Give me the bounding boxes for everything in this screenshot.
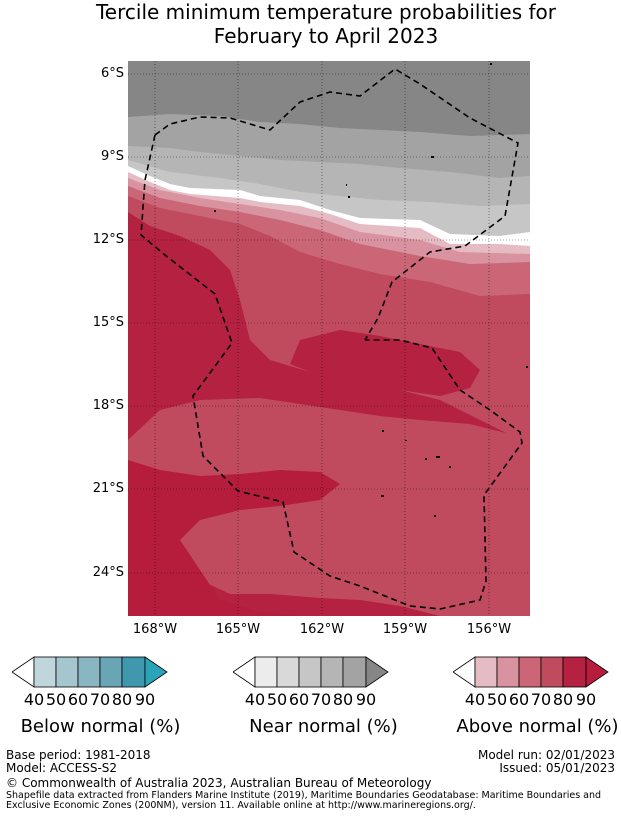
tick-label: 60 xyxy=(288,690,310,709)
chart-title: Tercile minimum temperature probabilitie… xyxy=(0,0,621,48)
island xyxy=(348,196,350,198)
tick-label: 60 xyxy=(67,690,89,709)
lat-label-18s: 18°S xyxy=(92,398,124,413)
lon-label-162w: 162°W xyxy=(299,622,345,637)
tick-label: 70 xyxy=(310,690,332,709)
tick-label: 80 xyxy=(111,690,133,709)
lon-label-168w: 168°W xyxy=(132,622,178,637)
tick-label: 70 xyxy=(89,690,111,709)
lat-label-21s: 21°S xyxy=(92,481,124,496)
legend-ticks: 40 50 60 70 80 90 xyxy=(12,690,197,710)
lat-label-15s: 15°S xyxy=(92,315,124,330)
tick-label: 80 xyxy=(332,690,354,709)
tick-label: 90 xyxy=(575,690,597,709)
island xyxy=(490,63,492,65)
legend-above-normal: 40 50 60 70 80 90 Above normal (%) xyxy=(453,656,621,746)
probability-map xyxy=(128,61,530,616)
model-run-text: Model run: 02/01/2023 xyxy=(477,748,615,762)
tick-label: 50 xyxy=(45,690,67,709)
title-line-2: February to April 2023 xyxy=(213,24,439,48)
colorbar-below xyxy=(12,656,168,688)
island xyxy=(405,440,407,441)
model-text: Model: ACCESS-S2 xyxy=(6,761,118,775)
tick-label: 40 xyxy=(23,690,45,709)
tick-label: 50 xyxy=(266,690,288,709)
eez-boundary-northern-cook xyxy=(154,68,519,341)
legend-near-normal: 40 50 60 70 80 90 Near normal (%) xyxy=(233,656,418,746)
tick-label: 70 xyxy=(530,690,552,709)
tick-label: 80 xyxy=(552,690,574,709)
tick-label: 50 xyxy=(486,690,508,709)
island xyxy=(346,184,347,186)
lat-label-9s: 9°S xyxy=(100,149,124,164)
legend-ticks: 40 50 60 70 80 90 xyxy=(233,690,418,710)
island xyxy=(214,210,216,212)
tick-label: 60 xyxy=(508,690,530,709)
island xyxy=(382,430,384,432)
tick-label: 90 xyxy=(355,690,377,709)
colorbar-near xyxy=(233,656,389,688)
eez-boundary-southern-cook xyxy=(140,134,523,610)
above-band-80-patch-2 xyxy=(290,330,480,396)
legend-title: Above normal (%) xyxy=(456,716,619,737)
island xyxy=(434,515,436,517)
island xyxy=(526,366,528,368)
island xyxy=(381,495,384,497)
above-band-80-patch xyxy=(128,460,340,616)
tick-label: 40 xyxy=(244,690,266,709)
lon-label-159w: 159°W xyxy=(382,622,428,637)
lat-label-12s: 12°S xyxy=(92,232,124,247)
above-band-70-patch xyxy=(128,398,530,616)
legend-below-normal: 40 50 60 70 80 90 Below normal (%) xyxy=(12,656,197,746)
lat-label-6s: 6°S xyxy=(100,66,124,81)
island xyxy=(436,456,440,458)
shapefile-credit-line-2: Exclusive Economic Zones (200NM), versio… xyxy=(6,800,476,811)
legend-ticks: 40 50 60 70 80 90 xyxy=(453,690,621,710)
lon-label-165w: 165°W xyxy=(215,622,261,637)
legend-title: Near normal (%) xyxy=(249,716,398,737)
issued-text: Issued: 05/01/2023 xyxy=(499,761,615,775)
base-period-text: Base period: 1981-2018 xyxy=(6,748,151,762)
tick-label: 90 xyxy=(134,690,156,709)
copyright-text: © Commonwealth of Australia 2023, Austra… xyxy=(6,776,432,790)
lat-label-24s: 24°S xyxy=(92,565,124,580)
island xyxy=(425,458,427,460)
island xyxy=(449,466,451,468)
title-line-1: Tercile minimum temperature probabilitie… xyxy=(95,0,557,24)
shapefile-credit-line-1: Shapefile data extracted from Flanders M… xyxy=(6,790,602,801)
tick-label: 40 xyxy=(464,690,486,709)
colorbar-above xyxy=(453,656,609,688)
island xyxy=(431,156,434,158)
legend-title: Below normal (%) xyxy=(20,716,181,737)
lon-label-156w: 156°W xyxy=(466,622,512,637)
